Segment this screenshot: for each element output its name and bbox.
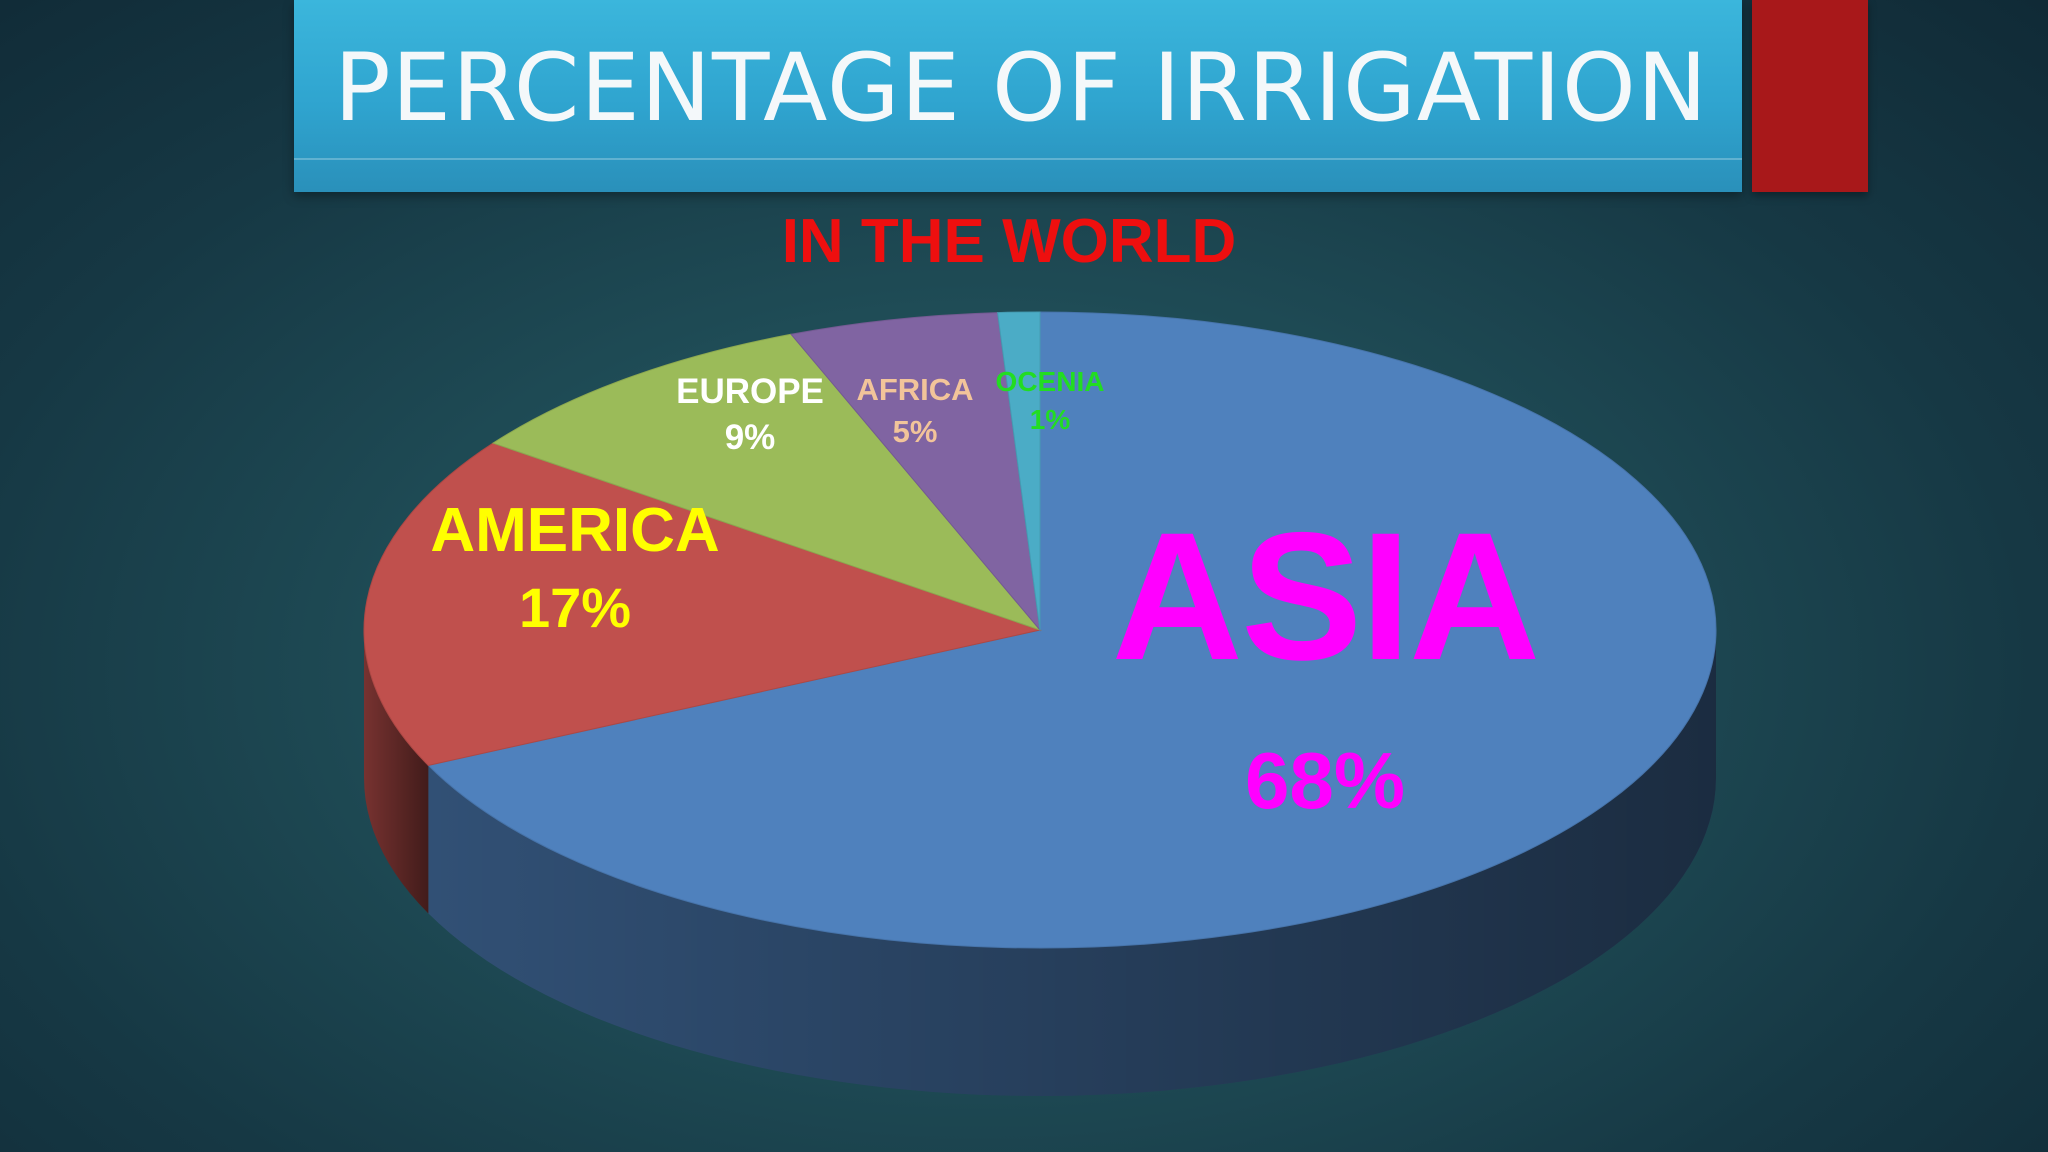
slice-value-ocenia: 1% (1029, 404, 1071, 436)
slice-label-asia: ASIA 68% (1060, 505, 1590, 827)
pie-slice-asia (427, 311, 1717, 949)
accent-block (1752, 0, 1868, 192)
pie-slice-europe (491, 333, 1042, 632)
pie-side-shade-asia (428, 630, 1716, 1096)
pie-slice-ocenia (997, 311, 1041, 631)
slice-label-europe: EUROPE 9% (660, 372, 840, 459)
slice-label-america: AMERICA 17% (400, 495, 750, 641)
slice-value-africa: 5% (892, 413, 938, 449)
pie-sides (364, 630, 1716, 1096)
slice-name-america: AMERICA (430, 496, 720, 565)
slice-name-ocenia: OCENIA (995, 366, 1105, 397)
slice-label-ocenia: OCENIA 1% (985, 366, 1115, 436)
slice-name-europe: EUROPE (676, 372, 824, 411)
pie-slice-america (363, 442, 1042, 766)
slide-title: PERCENTAGE OF IRRIGATION (334, 34, 1709, 143)
slice-label-africa: AFRICA 5% (840, 372, 990, 449)
title-bar-rule (294, 158, 1742, 160)
pie-slice-africa (790, 312, 1041, 632)
slice-name-africa: AFRICA (856, 372, 974, 407)
pie-side-shade-america (364, 630, 429, 914)
pie-tops (363, 311, 1717, 949)
title-bar: PERCENTAGE OF IRRIGATION (294, 0, 1742, 192)
slice-name-asia: ASIA (1111, 494, 1541, 698)
chart-subtitle: IN THE WORLD (781, 207, 1237, 276)
slice-value-america: 17% (518, 576, 632, 640)
slice-value-asia: 68% (1244, 736, 1406, 825)
slice-value-europe: 9% (724, 418, 776, 458)
